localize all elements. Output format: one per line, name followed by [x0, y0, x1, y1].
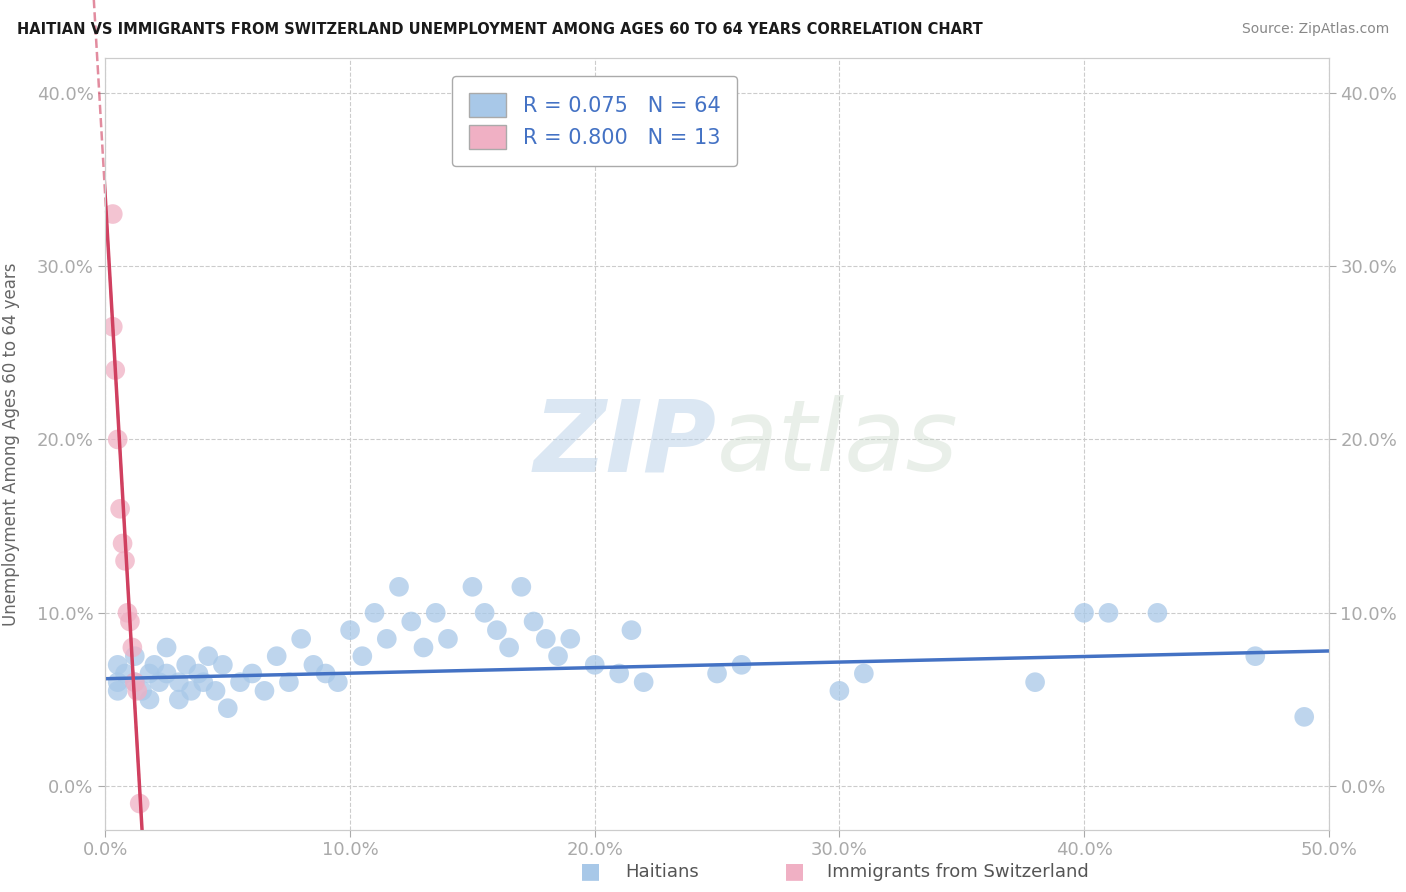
Point	[510, 580, 533, 594]
Point	[498, 640, 520, 655]
Point	[437, 632, 460, 646]
Point	[114, 554, 136, 568]
Point	[108, 501, 131, 516]
Point	[143, 657, 166, 672]
Point	[461, 580, 484, 594]
Point	[124, 649, 146, 664]
Text: Source: ZipAtlas.com: Source: ZipAtlas.com	[1241, 22, 1389, 37]
Point	[101, 207, 124, 221]
Point	[388, 580, 411, 594]
Point	[128, 797, 150, 811]
Point	[148, 675, 170, 690]
Point	[620, 623, 643, 637]
Point	[253, 683, 276, 698]
Text: ■: ■	[581, 862, 600, 881]
Text: atlas: atlas	[717, 395, 959, 492]
Point	[852, 666, 875, 681]
Point	[399, 615, 422, 629]
Point	[1294, 710, 1316, 724]
Point	[180, 683, 202, 698]
Point	[118, 615, 141, 629]
Point	[111, 536, 134, 550]
Legend: R = 0.075   N = 64, R = 0.800   N = 13: R = 0.075 N = 64, R = 0.800 N = 13	[453, 76, 737, 166]
Point	[197, 649, 219, 664]
Point	[204, 683, 226, 698]
Point	[1024, 675, 1046, 690]
Point	[187, 666, 209, 681]
Point	[1146, 606, 1168, 620]
Point	[193, 675, 215, 690]
Text: ZIP: ZIP	[534, 395, 717, 492]
Point	[212, 657, 235, 672]
Point	[127, 683, 149, 698]
Point	[167, 675, 190, 690]
Point	[339, 623, 361, 637]
Point	[547, 649, 569, 664]
Point	[138, 666, 160, 681]
Point	[240, 666, 263, 681]
Point	[730, 657, 752, 672]
Point	[828, 683, 851, 698]
Text: Haitians: Haitians	[626, 863, 699, 881]
Point	[375, 632, 398, 646]
Point	[607, 666, 630, 681]
Text: Immigrants from Switzerland: Immigrants from Switzerland	[827, 863, 1088, 881]
Point	[278, 675, 301, 690]
Point	[412, 640, 434, 655]
Point	[485, 623, 508, 637]
Point	[1097, 606, 1119, 620]
Point	[107, 657, 129, 672]
Point	[167, 692, 190, 706]
Point	[155, 640, 177, 655]
Point	[522, 615, 544, 629]
Point	[117, 606, 139, 620]
Point	[363, 606, 385, 620]
Point	[107, 683, 129, 698]
Text: ■: ■	[785, 862, 804, 881]
Point	[101, 319, 124, 334]
Point	[124, 675, 146, 690]
Point	[217, 701, 239, 715]
Point	[124, 675, 146, 690]
Point	[706, 666, 728, 681]
Point	[104, 363, 127, 377]
Point	[266, 649, 288, 664]
Y-axis label: Unemployment Among Ages 60 to 64 years: Unemployment Among Ages 60 to 64 years	[1, 262, 20, 625]
Point	[229, 675, 252, 690]
Point	[131, 683, 153, 698]
Point	[302, 657, 325, 672]
Point	[1244, 649, 1267, 664]
Point	[534, 632, 557, 646]
Point	[326, 675, 349, 690]
Point	[633, 675, 655, 690]
Point	[107, 433, 129, 447]
Point	[290, 632, 312, 646]
Point	[315, 666, 337, 681]
Point	[425, 606, 447, 620]
Point	[155, 666, 177, 681]
Point	[560, 632, 582, 646]
Point	[1073, 606, 1095, 620]
Point	[474, 606, 496, 620]
Point	[583, 657, 606, 672]
Point	[107, 675, 129, 690]
Point	[121, 640, 143, 655]
Point	[114, 666, 136, 681]
Text: HAITIAN VS IMMIGRANTS FROM SWITZERLAND UNEMPLOYMENT AMONG AGES 60 TO 64 YEARS CO: HAITIAN VS IMMIGRANTS FROM SWITZERLAND U…	[17, 22, 983, 37]
Point	[352, 649, 374, 664]
Point	[174, 657, 197, 672]
Point	[138, 692, 160, 706]
